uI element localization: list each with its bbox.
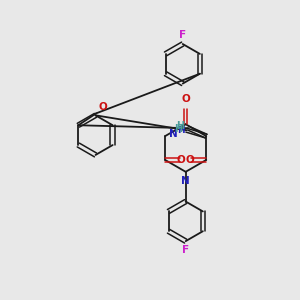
Text: O: O [98,102,107,112]
Text: N: N [169,129,178,139]
Text: F: F [179,30,186,40]
Text: O: O [186,155,195,165]
Text: O: O [181,94,190,104]
Text: F: F [182,245,189,255]
Text: H: H [176,121,184,131]
Text: O: O [177,155,185,165]
Text: H: H [177,126,184,135]
Text: N: N [181,176,190,186]
Text: H: H [175,124,183,134]
